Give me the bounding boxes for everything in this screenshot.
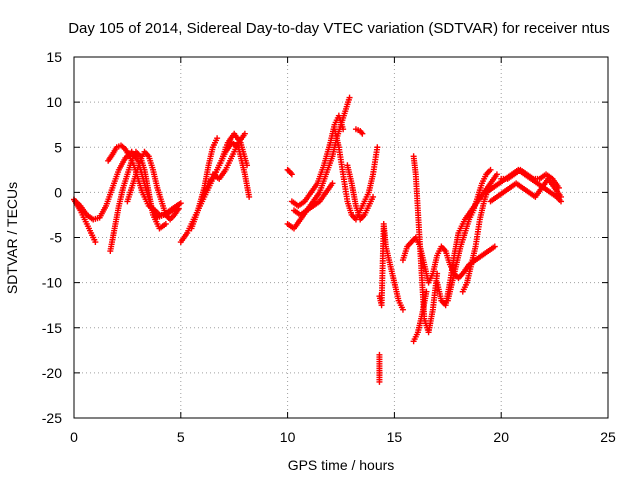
data-point — [246, 193, 253, 200]
y-axis-label: SDTVAR / TECUs — [4, 182, 20, 294]
data-series — [444, 166, 494, 304]
data-series — [352, 126, 366, 137]
y-tick-label: 10 — [46, 94, 62, 110]
data-point — [374, 144, 381, 151]
data-series — [344, 162, 377, 223]
y-tick-label: -25 — [42, 410, 62, 426]
data-series — [376, 351, 383, 385]
data-point — [214, 135, 221, 142]
y-tick-label: -10 — [42, 275, 62, 291]
data-point — [558, 193, 565, 200]
chart-title: Day 105 of 2014, Sidereal Day-to-day VTE… — [68, 20, 610, 37]
data-point — [340, 126, 347, 133]
data-series — [209, 130, 248, 182]
x-tick-label: 5 — [177, 429, 185, 445]
data-point — [329, 180, 336, 187]
x-tick-label: 0 — [70, 429, 78, 445]
grid-lines — [74, 57, 608, 418]
y-tick-label: -15 — [42, 320, 62, 336]
data-point — [177, 200, 184, 207]
x-tick-label: 20 — [493, 429, 509, 445]
data-series — [498, 166, 562, 191]
data-point — [92, 239, 99, 246]
data-series — [376, 220, 406, 313]
data-point — [493, 171, 500, 178]
y-axis: 15 10 5 0 -5 -10 -15 -20 -25 — [42, 49, 608, 426]
data-point — [376, 378, 383, 385]
data-point — [370, 193, 377, 200]
data-points — [71, 94, 565, 385]
data-point — [487, 166, 494, 173]
data-point — [555, 184, 562, 191]
x-tick-label: 15 — [387, 429, 403, 445]
data-series — [124, 148, 182, 223]
data-series — [284, 166, 295, 178]
x-tick-label: 10 — [280, 429, 296, 445]
y-tick-label: 5 — [54, 139, 62, 155]
data-series — [199, 130, 251, 200]
x-axis: 0 5 10 15 20 25 — [70, 57, 616, 445]
data-point — [346, 94, 353, 101]
x-tick-label: 25 — [600, 429, 616, 445]
data-point — [244, 162, 251, 169]
y-tick-label: -5 — [50, 230, 63, 246]
data-series — [487, 175, 565, 205]
x-axis-label: GPS time / hours — [288, 457, 395, 473]
data-series — [410, 288, 430, 345]
data-series — [291, 180, 336, 218]
y-tick-label: -20 — [42, 365, 62, 381]
data-point — [162, 220, 169, 227]
y-tick-label: 0 — [54, 184, 62, 200]
data-point — [175, 205, 182, 212]
data-point — [399, 306, 406, 313]
data-point — [241, 130, 248, 137]
data-point — [434, 270, 441, 277]
data-series — [188, 135, 221, 232]
data-point — [423, 288, 430, 295]
data-series — [71, 196, 99, 246]
data-point — [288, 171, 295, 178]
data-point — [491, 243, 498, 250]
data-series — [331, 126, 381, 223]
data-series — [410, 153, 441, 336]
y-tick-label: 15 — [46, 49, 62, 65]
data-point — [359, 130, 366, 137]
